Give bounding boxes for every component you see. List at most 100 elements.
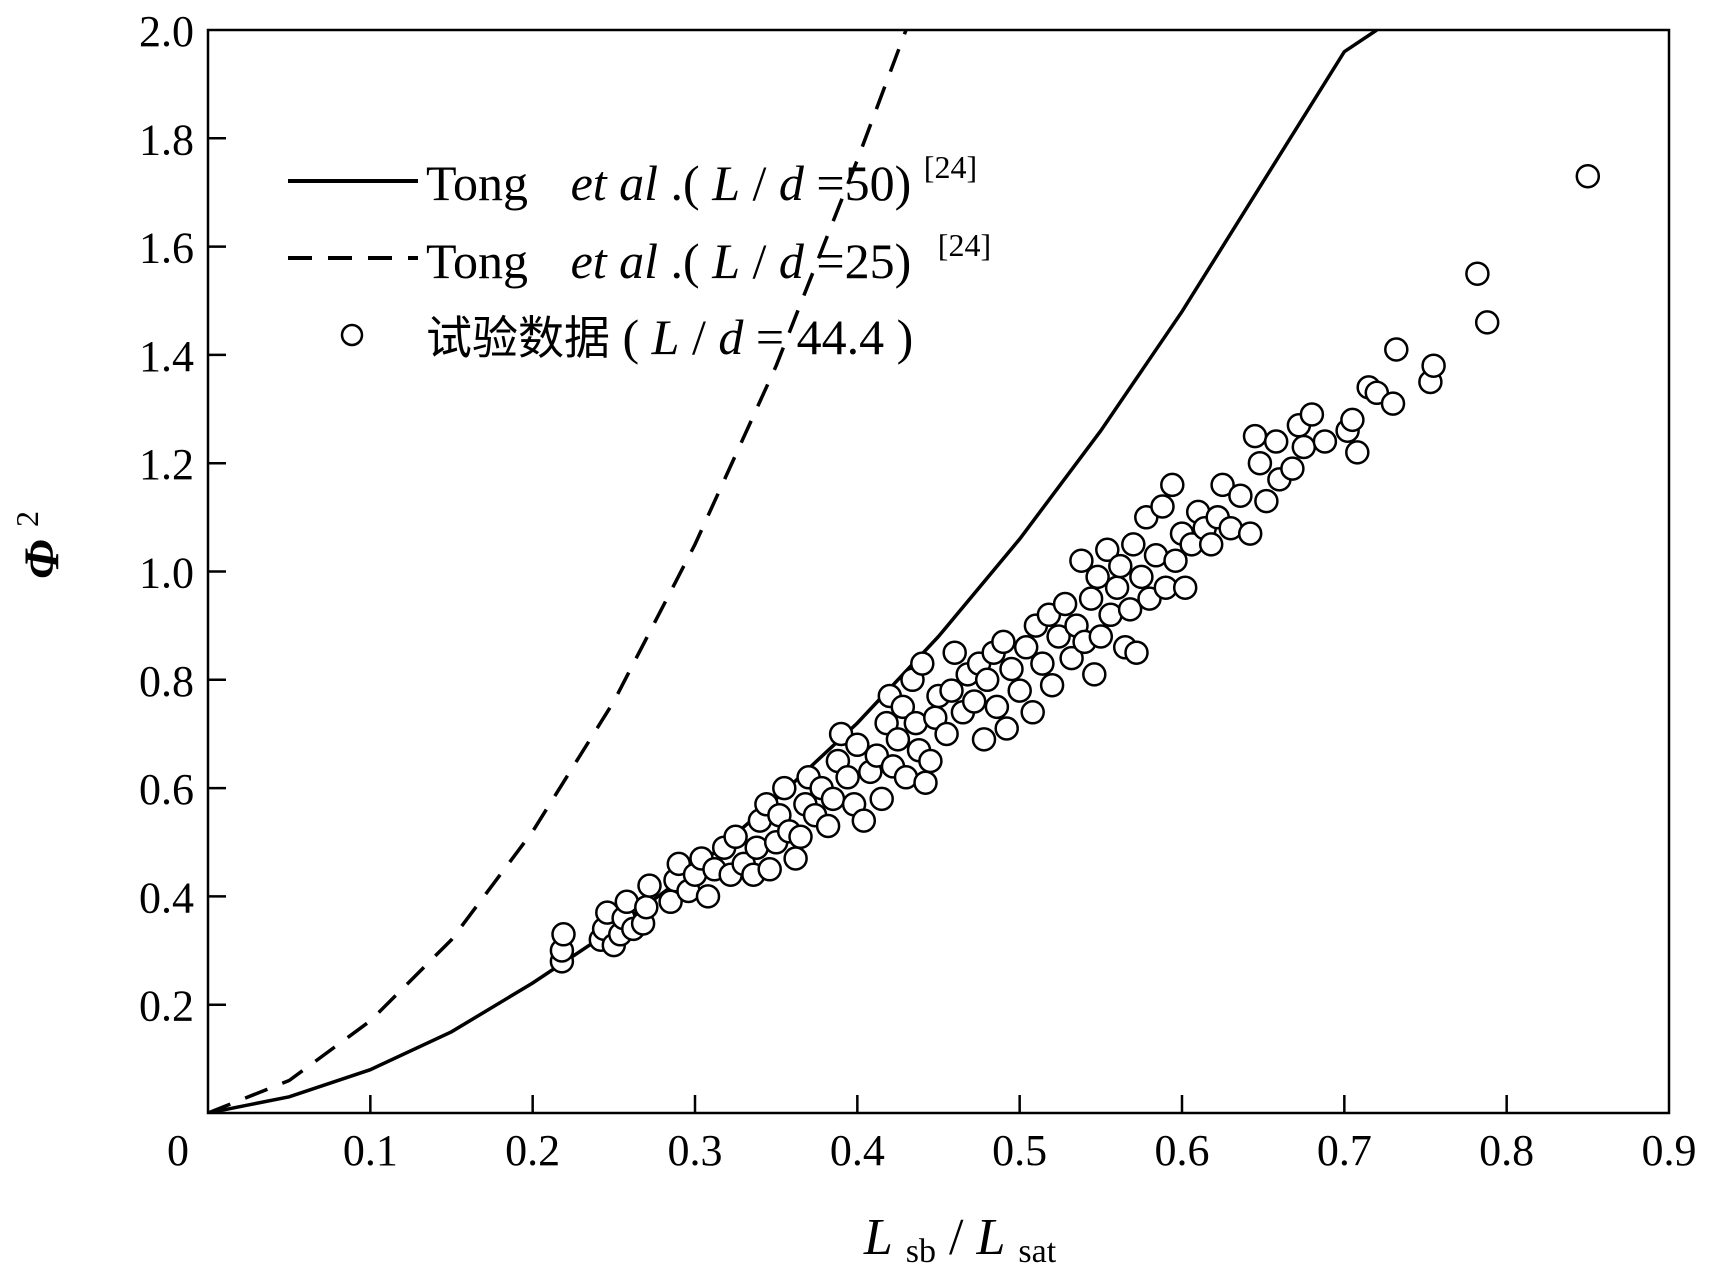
legend-entry-3-var1: L	[651, 309, 680, 365]
x-tick-label-2: 0.2	[505, 1126, 560, 1175]
series-line-solid	[208, 30, 1378, 1113]
data-point-105	[1129, 564, 1154, 590]
x-axis-label-main1: L	[863, 1209, 893, 1266]
legend-entry-2-ref: [24]	[938, 227, 991, 263]
data-point-95	[1085, 564, 1110, 590]
data-point-125	[1247, 450, 1273, 476]
plot-area	[208, 30, 1601, 1113]
y-tick-label-3: 0.8	[139, 657, 194, 706]
data-point-99	[1104, 575, 1130, 600]
data-point-123	[1237, 521, 1263, 546]
data-point-97	[1095, 537, 1120, 563]
data-point-82	[1020, 700, 1045, 725]
data-point-93	[1078, 586, 1104, 611]
y-axis-label-sup: 2	[9, 511, 45, 527]
data-point-144	[1474, 310, 1500, 335]
data-point-86	[1039, 672, 1065, 698]
data-point-80	[1007, 678, 1032, 703]
legend-entry-3: 试验数据 ( L / d = 44.4 )	[426, 309, 913, 365]
y-axis-label-symbol: Φ	[13, 540, 69, 579]
x-tick-label-8: 0.8	[1479, 1126, 1534, 1175]
data-point-88	[1052, 591, 1078, 617]
data-point-20	[695, 884, 721, 909]
y-tick-label-9: 2.0	[139, 7, 194, 56]
y-tick-label-1: 0.4	[139, 873, 194, 922]
data-point-136	[1345, 440, 1370, 465]
legend-entry-3-value: = 44.4 )	[756, 309, 913, 365]
data-point-103	[1121, 532, 1146, 557]
data-point-71	[961, 689, 987, 714]
legend-entry-2-var1: L	[711, 233, 740, 289]
data-point-79	[999, 656, 1024, 682]
x-axis-label-slash: /	[949, 1209, 964, 1266]
data-point-77	[991, 629, 1016, 655]
data-point-45	[835, 765, 860, 790]
data-point-122	[1228, 483, 1253, 508]
data-point-30	[757, 857, 782, 882]
legend-marker-circle	[340, 323, 364, 347]
data-point-84	[1030, 651, 1055, 676]
data-point-13	[637, 873, 662, 898]
data-point-126	[1254, 488, 1279, 514]
legend-entry-3-op: /	[692, 309, 706, 365]
data-point-76	[984, 694, 1010, 720]
legend-entry-1-value: =50)	[816, 155, 911, 211]
data-point-2	[551, 922, 576, 947]
data-point-118	[1198, 532, 1224, 557]
data-point-133	[1312, 429, 1338, 454]
data-point-67	[939, 678, 964, 703]
legend-entry-1: Tong et al .( L / d =50) [24]	[426, 149, 977, 211]
legend-entry-2-rest: .(	[671, 233, 700, 289]
data-point-73	[971, 727, 997, 752]
x-tick-label-1: 0.1	[343, 1126, 398, 1175]
data-point-109	[1150, 494, 1175, 519]
data-point-127	[1263, 429, 1289, 454]
data-point-140	[1384, 337, 1409, 362]
data-point-36	[788, 824, 813, 850]
data-point-74	[974, 667, 1000, 693]
data-point-42	[820, 786, 846, 812]
legend-entry-1-var2: d	[779, 155, 805, 211]
x-tick-label-0: 0	[167, 1126, 189, 1175]
data-point-12	[634, 894, 659, 920]
legend-entry-3-var2: d	[718, 309, 744, 365]
data-point-120	[1210, 472, 1235, 498]
legend-entry-2: Tong et al .( L / d =25) [24]	[426, 227, 991, 289]
data-point-33	[772, 775, 797, 801]
data-point-91	[1069, 548, 1094, 573]
data-point-62	[913, 770, 938, 795]
legend-entry-1-var1: L	[711, 155, 740, 211]
legend-entry-1-italic: et al	[571, 155, 658, 211]
data-point-66	[934, 721, 959, 747]
y-tick-label-0: 0.2	[139, 982, 194, 1031]
y-tick-label-7: 1.6	[139, 224, 194, 273]
legend-entry-2-op: /	[753, 233, 767, 289]
legend-entry-1-name: Tong	[426, 155, 528, 211]
data-point-135	[1340, 407, 1365, 433]
data-point-132	[1299, 402, 1325, 427]
data-point-131	[1291, 434, 1317, 460]
data-point-100	[1108, 553, 1133, 579]
legend-entry-3-rest: (	[623, 309, 640, 365]
legend-entry-2-value: =25)	[816, 233, 911, 289]
data-point-24	[723, 824, 748, 850]
data-point-55	[885, 727, 911, 752]
y-tick-label-6: 1.4	[139, 332, 194, 381]
y-tick-label-5: 1.2	[139, 440, 194, 489]
x-tick-label-4: 0.4	[830, 1126, 885, 1175]
data-point-56	[890, 694, 916, 720]
x-axis-label-main2: L	[975, 1209, 1005, 1266]
x-tick-label-3: 0.3	[668, 1126, 723, 1175]
data-point-89	[1059, 645, 1084, 671]
data-point-145	[1575, 163, 1601, 189]
data-point-51	[869, 786, 894, 812]
y-axis-label: Φ 2	[9, 511, 69, 579]
data-point-112	[1163, 548, 1188, 573]
data-point-78	[994, 716, 1019, 741]
x-tick-label-7: 0.7	[1317, 1126, 1372, 1175]
legend-entry-2-italic: et al	[571, 233, 658, 289]
x-tick-label-6: 0.6	[1155, 1126, 1210, 1175]
y-tick-label-4: 1.0	[139, 549, 194, 598]
data-point-124	[1242, 423, 1268, 449]
